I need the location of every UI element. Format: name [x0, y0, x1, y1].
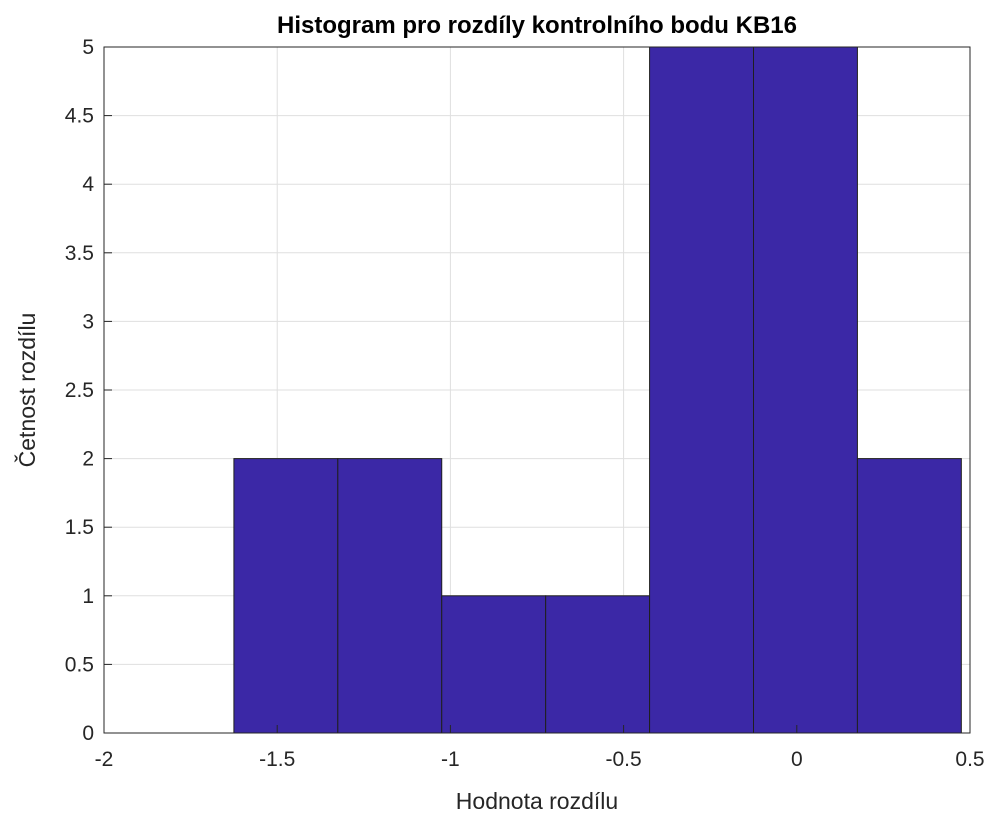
y-tick-label: 0: [82, 722, 94, 745]
x-tick-label: -1.5: [259, 748, 295, 771]
x-tick-labels: -2 -1.5 -1 -0.5 0 0.5: [95, 748, 985, 771]
histogram-bar: [545, 595, 651, 734]
y-tick-label: 1: [82, 585, 94, 608]
x-tick-label: 0.5: [955, 748, 984, 771]
chart-title: Histogram pro rozdíly kontrolního bodu K…: [277, 12, 797, 39]
y-tick-label: 4: [82, 173, 94, 196]
y-tick-label: 2: [82, 448, 94, 471]
y-tick-label: 0.5: [65, 653, 94, 676]
histogram-bar: [441, 595, 547, 734]
histogram-bars: [233, 46, 962, 734]
histogram-bar: [649, 46, 755, 734]
x-axis-label: Hodnota rozdílu: [456, 788, 618, 814]
y-tick-label: 3.5: [65, 242, 94, 265]
y-tick-label: 3: [82, 310, 94, 333]
x-tick-label: -2: [95, 748, 114, 771]
x-tick-label: 0: [791, 748, 803, 771]
y-tick-labels: 0 0.5 1 1.5 2 2.5 3 3.5 4 4.5 5: [65, 36, 95, 745]
y-tick-label: 1.5: [65, 516, 94, 539]
y-axis-label: Četnost rozdílu: [13, 313, 40, 468]
histogram-bar: [753, 46, 858, 734]
y-tick-label: 4.5: [65, 105, 94, 128]
x-tick-label: -0.5: [606, 748, 642, 771]
histogram-bar: [233, 458, 339, 734]
histogram-bar: [856, 458, 962, 734]
x-tick-label: -1: [441, 748, 460, 771]
y-tick-label: 5: [82, 36, 94, 59]
histogram-bar: [337, 458, 443, 734]
y-tick-label: 2.5: [65, 379, 94, 402]
tick-marks: [103, 46, 971, 734]
